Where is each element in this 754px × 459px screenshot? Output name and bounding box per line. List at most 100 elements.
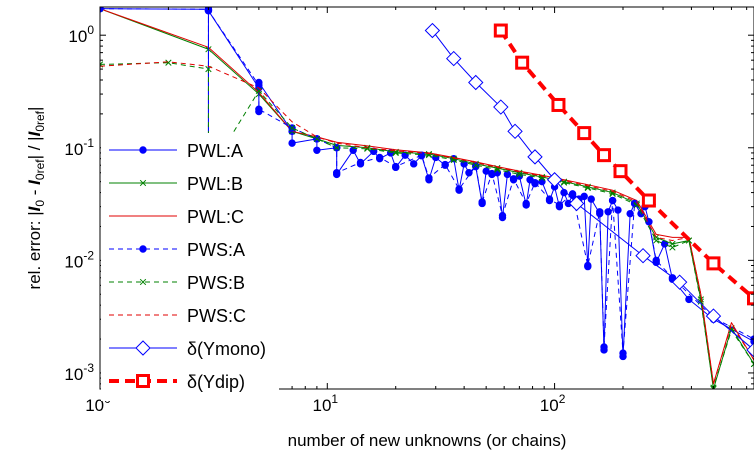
legend: PWL:A PWL:B PWL:C PWS:A PWS:B PWS:C δ(Ymono) δ(… (101, 133, 279, 401)
data-point (614, 206, 622, 214)
marker-x-stroke (750, 363, 754, 368)
data-point (478, 198, 486, 206)
series--ydip- (493, 23, 754, 306)
legend-entry: PWS:C (109, 306, 246, 326)
series--ymono- (424, 22, 754, 358)
data-point (633, 201, 640, 209)
data-point (641, 193, 656, 208)
marker-x-stroke (685, 237, 693, 244)
marker-x-stroke (364, 145, 371, 152)
data-point (410, 160, 418, 168)
marker-x-stroke (100, 61, 104, 66)
legend-entry: δ(Ymono) (109, 339, 266, 359)
data-point (392, 162, 400, 171)
data-point (710, 385, 717, 389)
data-point (626, 209, 634, 218)
marker-x-stroke (255, 87, 263, 95)
data-point (597, 148, 612, 163)
data-point (255, 105, 263, 113)
data-point (503, 170, 512, 179)
data-point (333, 144, 340, 151)
series-layer (100, 7, 754, 389)
data-point (587, 195, 595, 203)
data-point (705, 308, 722, 324)
plot-frame (99, 6, 754, 390)
marker-x-stroke (165, 59, 172, 66)
marker-x-stroke (516, 171, 523, 178)
marker-x-stroke (633, 201, 640, 209)
data-point (685, 295, 693, 304)
marker-x-stroke (472, 162, 479, 169)
legend-marker (139, 179, 147, 187)
data-point (619, 349, 627, 357)
data-point (580, 192, 588, 201)
data-point (332, 169, 341, 177)
data-point (669, 244, 676, 251)
legend-entry: PWS:B (109, 273, 245, 293)
data-point (313, 146, 321, 154)
data-point (527, 149, 543, 165)
data-point (468, 74, 484, 91)
data-point (446, 50, 462, 67)
data-point (584, 261, 592, 270)
legend-label: δ(Ydip) (187, 372, 245, 392)
data-point (604, 208, 612, 216)
data-point (364, 145, 371, 152)
data-point (288, 139, 296, 147)
series-pws-c (100, 61, 754, 385)
x-tick-label: 102 (540, 392, 566, 415)
data-point (313, 135, 321, 143)
legend-entry: PWL:A (109, 141, 243, 161)
legend-label: PWL:A (187, 141, 243, 161)
y-tick-label: 10-3 (64, 361, 94, 384)
marker-x-stroke (313, 135, 321, 143)
data-point (697, 298, 704, 305)
legend-entry: PWL:C (109, 207, 244, 227)
marker-x-stroke (425, 150, 433, 158)
legend-marker (136, 374, 150, 388)
data-point (516, 171, 523, 178)
data-point (600, 343, 608, 351)
x-tick-label: 101 (312, 392, 338, 415)
data-point (493, 23, 508, 38)
legend-entry: δ(Ydip) (109, 372, 245, 392)
data-point (596, 208, 604, 216)
data-point (425, 150, 433, 158)
legend-label: PWL:B (187, 174, 243, 194)
marker-x-stroke (333, 144, 340, 151)
data-point (375, 153, 384, 162)
y-tick-label: 100 (68, 23, 94, 46)
data-point (671, 274, 688, 290)
marker-x-stroke (653, 237, 660, 244)
marker-x-stroke (712, 385, 717, 389)
y-tick-label: 10-1 (64, 136, 94, 159)
marker-x-stroke (288, 124, 296, 132)
legend-marker (139, 278, 147, 286)
legend-label: PWS:A (187, 240, 245, 260)
data-point (465, 169, 473, 177)
data-point (507, 123, 523, 140)
marker-x-stroke (750, 360, 754, 365)
legend-box (101, 133, 279, 401)
legend-marker (139, 245, 147, 253)
data-point (255, 81, 263, 89)
data-point (255, 87, 263, 95)
data-point (165, 59, 172, 66)
legend-marker (135, 340, 151, 356)
data-point (498, 211, 507, 220)
data-point (577, 126, 592, 141)
series-line (100, 8, 754, 354)
data-point (652, 256, 660, 265)
data-point (608, 196, 617, 205)
legend-entry: PWS:A (109, 240, 245, 260)
data-point (746, 342, 754, 358)
data-point (551, 97, 566, 112)
data-point (424, 22, 441, 39)
series-pws-b (100, 59, 754, 389)
y-axis-label: rel. error: |I0 - I0ref| / |I0ref| (25, 107, 47, 290)
y-tick-label: 10-2 (64, 248, 94, 271)
marker-x-stroke (516, 169, 523, 176)
marker-x-stroke (425, 151, 433, 159)
data-point (568, 190, 577, 198)
